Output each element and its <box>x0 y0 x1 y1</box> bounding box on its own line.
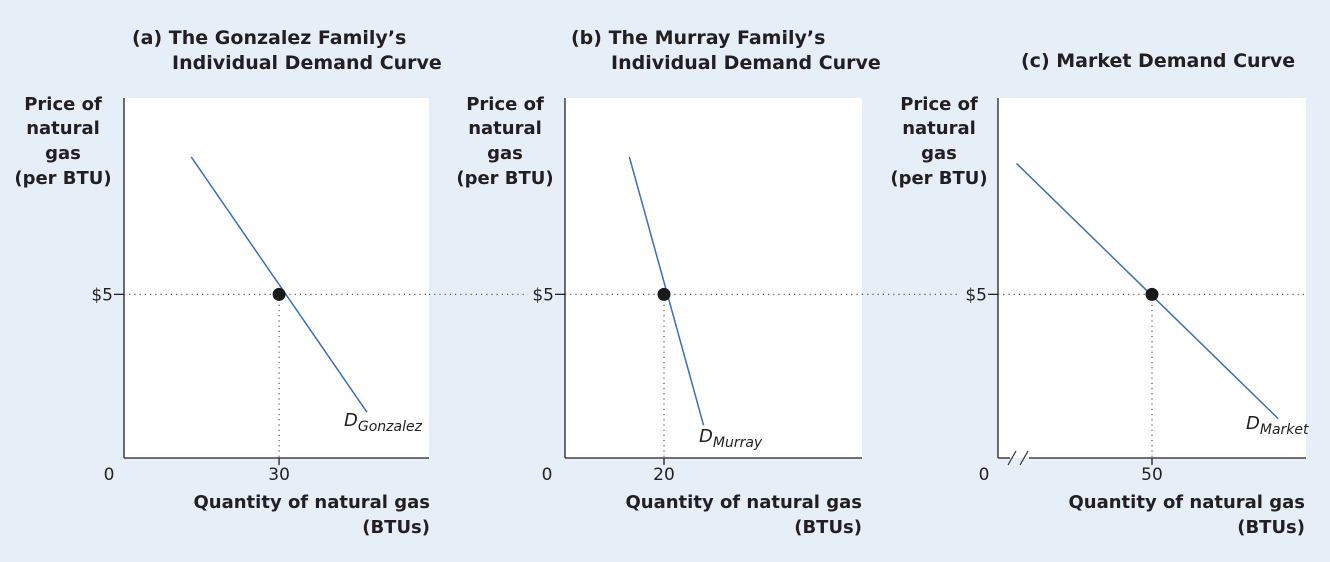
origin-label: 0 <box>542 465 553 485</box>
y-axis-label-line-2: natural <box>902 118 976 139</box>
x-tick-label: 20 <box>653 465 675 485</box>
demand-curve-label: DMurray <box>699 426 763 451</box>
x-axis-label-line-2: (BTUs) <box>362 517 430 538</box>
y-axis-label-line-3: gas <box>487 143 523 164</box>
chart-panel-1: (a) The Gonzalez Family’s Individual Dema… <box>14 27 441 538</box>
y-axis-label-line-3: gas <box>45 143 81 164</box>
demand-curve-label: DGonzalez <box>344 410 423 435</box>
y-tick-label: $5 <box>91 285 113 305</box>
chart-title-line-2: Individual Demand Curve <box>611 52 881 74</box>
plot-area <box>998 98 1306 458</box>
axis-break-mark <box>1007 450 1029 466</box>
demand-curve-symbol: D <box>699 426 713 447</box>
demand-curve-line <box>190 156 368 413</box>
x-axis-label-line-1: Quantity of natural gas <box>193 492 430 513</box>
x-tick-label: 50 <box>1141 465 1163 485</box>
chart-title-line-1: (b) The Murray Family’s <box>571 27 825 49</box>
y-axis-label-line-4: (per BTU) <box>14 168 111 189</box>
chart-title-line-1: (a) The Gonzalez Family’s <box>132 27 406 49</box>
chart-panel-3: (c) Market Demand Curve Price of natural ga… <box>890 50 1309 538</box>
origin-label: 0 <box>104 465 115 485</box>
demand-point <box>272 287 286 301</box>
chart-panel-2: (b) The Murray Family’s Individual Demand… <box>456 27 880 538</box>
chart-title-line-2: Individual Demand Curve <box>172 52 442 74</box>
y-axis-label-line-1: Price of <box>24 94 102 115</box>
demand-point <box>1145 287 1159 301</box>
x-axis-label-line-1: Quantity of natural gas <box>625 492 862 513</box>
demand-curve-label: DMarket <box>1246 413 1309 438</box>
demand-curve-symbol: D <box>1246 413 1260 434</box>
chart-title-line-1: (c) Market Demand Curve <box>1021 50 1295 72</box>
demand-curve-symbol: D <box>344 410 358 431</box>
chart-panels: (a) The Gonzalez Family’s Individual Dema… <box>14 27 1309 538</box>
y-axis-label-line-1: Price of <box>466 94 544 115</box>
plot-area <box>565 98 862 458</box>
x-tick-label: 30 <box>268 465 290 485</box>
y-axis-label-line-4: (per BTU) <box>456 168 553 189</box>
demand-curve-subscript: Gonzalez <box>358 419 423 435</box>
demand-curve-subscript: Market <box>1260 422 1309 438</box>
x-axis-label-line-2: (BTUs) <box>1237 517 1305 538</box>
demand-point <box>657 287 671 301</box>
axis-break-stroke-2 <box>1019 450 1029 466</box>
y-axis-label-line-1: Price of <box>900 94 978 115</box>
y-axis-label-line-4: (per BTU) <box>890 168 987 189</box>
plot-area <box>124 98 429 458</box>
origin-label: 0 <box>979 465 990 485</box>
y-axis-label-line-3: gas <box>921 143 957 164</box>
x-axis-label-line-2: (BTUs) <box>794 517 862 538</box>
axis-break-stroke-1 <box>1007 450 1017 466</box>
demand-curve-subscript: Murray <box>713 435 763 451</box>
y-axis-label-line-2: natural <box>26 118 100 139</box>
y-tick-label: $5 <box>965 285 987 305</box>
y-tick-label: $5 <box>532 285 554 305</box>
y-axis-label-line-2: natural <box>468 118 542 139</box>
x-axis-label-line-1: Quantity of natural gas <box>1068 492 1305 513</box>
